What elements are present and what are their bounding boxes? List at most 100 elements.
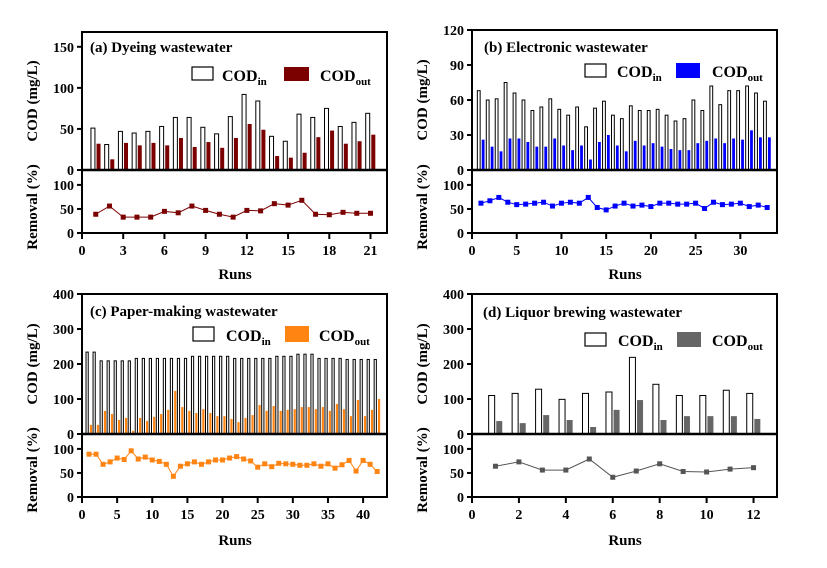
legend-cod-out-label: CODout xyxy=(319,328,370,348)
panel-a-bar-cod-in xyxy=(255,100,261,171)
panel-c-removal-ytick-label: 0 xyxy=(67,491,74,506)
panel-a-bar-cod-out xyxy=(220,147,225,170)
panel-b-bar-cod-out xyxy=(606,135,610,170)
legend-cod-in-label: CODin xyxy=(618,333,663,353)
panel-c-bar-cod-out xyxy=(349,416,353,434)
panel-a-removal-ytick-label: 100 xyxy=(53,179,74,194)
panel-c-bar-cod-out xyxy=(321,407,324,434)
legend-cod-in-swatch xyxy=(584,332,607,347)
panel-a-bar-cod-out xyxy=(302,152,307,170)
panel-b-xtick-label: 10 xyxy=(554,244,568,259)
panel-a-removal-ytick-label: 0 xyxy=(67,227,74,242)
panel-c-bar-cod-out xyxy=(272,406,275,434)
panel-b-frame xyxy=(471,29,778,234)
panel-a-removal-ylabel: Removal (%) xyxy=(25,164,41,249)
panel-c-bar-cod-in xyxy=(148,357,152,435)
panel-c-removal-point xyxy=(290,461,296,467)
panel-c-removal-point xyxy=(86,451,92,457)
panel-b-bar-cod-in xyxy=(485,99,490,171)
panel-a-bar-cod-out xyxy=(316,137,321,170)
panel-d-removal-ytick-label: 50 xyxy=(450,467,464,482)
panel-c-bar-cod-out xyxy=(265,410,268,434)
panel-c-removal-point xyxy=(234,454,240,460)
panel-a-bar-cod-in xyxy=(117,130,123,171)
panel-d-xtick-label: 6 xyxy=(609,508,616,523)
panel-b-bar-cod-out xyxy=(580,145,583,170)
panel-c-bar-cod-in xyxy=(289,355,293,435)
panel-c-bar-cod-in xyxy=(282,355,286,435)
panel-b-removal-point xyxy=(639,202,645,208)
panel-b-bar-cod-in xyxy=(637,110,642,171)
panel-b-bar-cod-in xyxy=(655,108,660,171)
panel-b-bar-cod-in xyxy=(673,120,678,171)
panel-b-bar-cod-in xyxy=(727,90,732,171)
panel-b-bar-cod-out xyxy=(490,146,494,170)
panel-c-bar-cod-out xyxy=(181,407,184,434)
panel-b-bar-cod-out xyxy=(678,150,682,170)
panel-a-bar-cod-in xyxy=(296,113,302,171)
panel-b-removal-point xyxy=(737,200,743,206)
panel-c-removal-point xyxy=(135,456,141,462)
panel-c-bar-cod-in xyxy=(92,351,96,435)
panel-d-removal-point xyxy=(492,463,498,469)
panel-a-bar-cod-out xyxy=(343,143,348,170)
panel-c-bar-cod-out xyxy=(174,390,177,434)
panel-b-bar-cod-out xyxy=(499,151,503,170)
panel-d-bar-cod-in xyxy=(582,392,590,435)
panel-d-removal-ylabel: Removal (%) xyxy=(415,427,431,512)
panel-a-removal-point xyxy=(271,201,277,207)
panel-b-removal-point xyxy=(585,194,591,200)
panel-d-removal-point xyxy=(563,467,569,473)
panel-c-removal-point xyxy=(297,462,303,468)
panel-a-bar-cod-out xyxy=(275,156,280,170)
panel-a-removal-point xyxy=(368,210,374,216)
panel-a-removal-point xyxy=(340,209,346,215)
panel-a-removal-point xyxy=(244,207,250,213)
panel-a-bar-cod-out xyxy=(110,159,115,170)
panel-b-bar-cod-out xyxy=(624,151,628,170)
panel-d-bar-cod-out xyxy=(613,409,620,434)
panel-c-bar-cod-out xyxy=(258,404,261,434)
panel-d-bar-cod-out xyxy=(496,421,503,434)
panel-a-bar-cod-out xyxy=(261,129,266,170)
panel-c-removal-point xyxy=(269,464,275,470)
panel-b-removal-point xyxy=(496,194,502,200)
panel-c-bar-cod-out xyxy=(124,417,128,434)
panel-b-removal-ylabel: Removal (%) xyxy=(415,164,431,249)
panel-a-removal-point xyxy=(285,202,291,208)
panel-a-bar-cod-in xyxy=(365,112,371,171)
panel-c-bar-cod-out xyxy=(223,416,226,434)
panel-c-removal-point xyxy=(248,458,254,464)
panel-c-removal-point xyxy=(318,463,324,469)
panel-c-bar-cod-in xyxy=(338,357,342,435)
panel-a-bar-cod-in xyxy=(104,144,110,171)
panel-d-removal-ytick-label: 0 xyxy=(457,491,464,506)
panel-d-title: (d) Liquor brewing wastewater xyxy=(483,305,682,321)
panel-b-removal-point xyxy=(541,199,547,205)
panel-b-cod-ytick-label: 30 xyxy=(450,129,464,144)
panel-a-removal-point xyxy=(161,208,167,214)
panel-b-bar-cod-out xyxy=(723,143,727,170)
legend-cod-in-swatch xyxy=(584,63,607,78)
panel-a-bar-cod-out xyxy=(371,134,376,170)
panel-d-bar-cod-out xyxy=(754,418,761,434)
panel-b-removal-point xyxy=(558,200,564,206)
panel-b-bar-cod-out xyxy=(696,143,700,170)
panel-c-removal-point xyxy=(191,459,197,465)
panel-c-bar-cod-out xyxy=(117,420,121,434)
panel-b-removal-point xyxy=(594,205,600,211)
panel-d-removal-point xyxy=(727,466,733,472)
panel-d-xlabel: Runs xyxy=(608,533,642,549)
panel-d-frame xyxy=(471,293,778,498)
panel-c-bar-cod-out xyxy=(202,409,205,434)
panel-c-cod-ytick-label: 0 xyxy=(67,428,74,443)
panel-c-bar-cod-out xyxy=(89,424,93,434)
panel-a-bar-cod-in xyxy=(172,116,178,171)
panel-c-removal-point xyxy=(311,461,317,467)
panel-c-bar-cod-in xyxy=(127,360,131,435)
panel-b-removal-point xyxy=(755,202,761,208)
panel-c-removal-point xyxy=(220,457,226,463)
panel-d-bar-cod-in xyxy=(722,389,730,435)
panel-c-removal-point xyxy=(170,473,176,479)
panel-c-bar-cod-in xyxy=(162,357,167,435)
